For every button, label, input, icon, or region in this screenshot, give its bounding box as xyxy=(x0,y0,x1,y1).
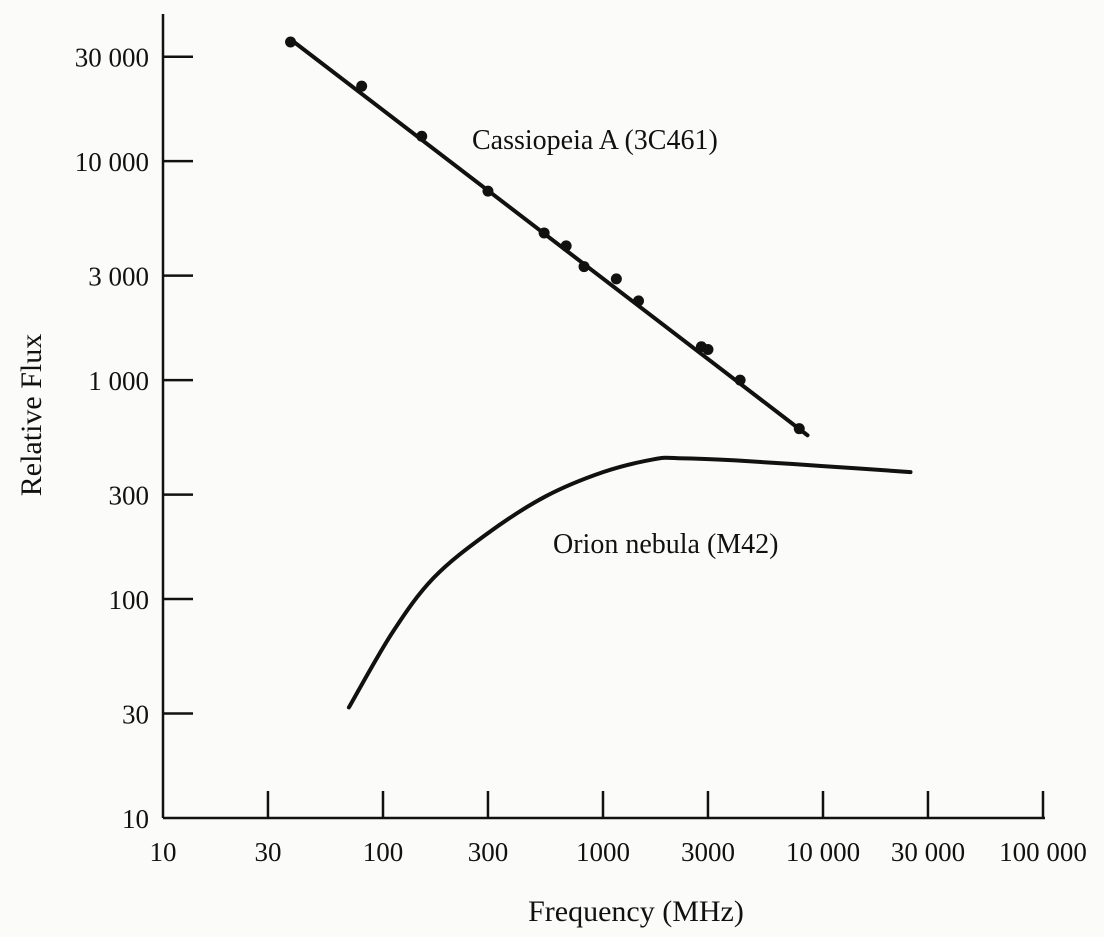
series-label-cassiopeia: Cassiopeia A (3C461) xyxy=(472,125,718,156)
y-tick-label: 30 xyxy=(122,700,149,730)
cassiopeia-data-point xyxy=(702,343,714,355)
series-label-orion: Orion nebula (M42) xyxy=(553,529,779,560)
cassiopeia-data-point xyxy=(633,295,645,307)
x-tick-label: 300 xyxy=(468,837,509,867)
x-tick-label: 100 xyxy=(363,837,404,867)
orion-curve xyxy=(346,455,913,710)
y-axis-ticks: 10 30 100 300 1 000 3 000 10 000 30 000 xyxy=(75,43,193,834)
cassiopeia-data-point xyxy=(610,273,622,285)
cassiopeia-data-point xyxy=(482,185,494,197)
x-axis-title: Frequency (MHz) xyxy=(528,895,744,928)
y-tick-label: 3 000 xyxy=(88,262,149,292)
cassiopeia-data-point xyxy=(538,227,550,239)
x-tick-label: 3000 xyxy=(681,837,735,867)
x-tick-label: 100 000 xyxy=(999,837,1087,867)
x-tick-label: 10 xyxy=(150,837,177,867)
y-tick-label: 10 xyxy=(122,804,149,834)
cassiopeia-fit-line xyxy=(288,37,810,438)
series-layer xyxy=(285,36,913,710)
x-tick-label: 30 000 xyxy=(891,837,965,867)
cassiopeia-data-point xyxy=(578,261,590,273)
cassiopeia-data-point xyxy=(285,36,297,48)
y-axis-title: Relative Flux xyxy=(15,334,48,496)
x-tick-label: 10 000 xyxy=(786,837,860,867)
y-tick-label: 100 xyxy=(109,585,150,615)
y-tick-label: 30 000 xyxy=(75,43,149,73)
x-tick-label: 1000 xyxy=(576,837,630,867)
x-axis-ticks: 10 30 100 300 1000 3000 10 000 30 000 100 000 xyxy=(150,791,1087,867)
y-tick-label: 300 xyxy=(109,481,150,511)
cassiopeia-data-point xyxy=(793,423,805,435)
cassiopeia-data-point xyxy=(560,240,572,252)
y-tick-label: 1 000 xyxy=(88,366,149,396)
cassiopeia-data-point xyxy=(356,80,368,92)
cassiopeia-data-point xyxy=(734,374,746,386)
x-tick-label: 30 xyxy=(254,837,281,867)
y-tick-label: 10 000 xyxy=(75,147,149,177)
cassiopeia-data-point xyxy=(416,130,428,142)
